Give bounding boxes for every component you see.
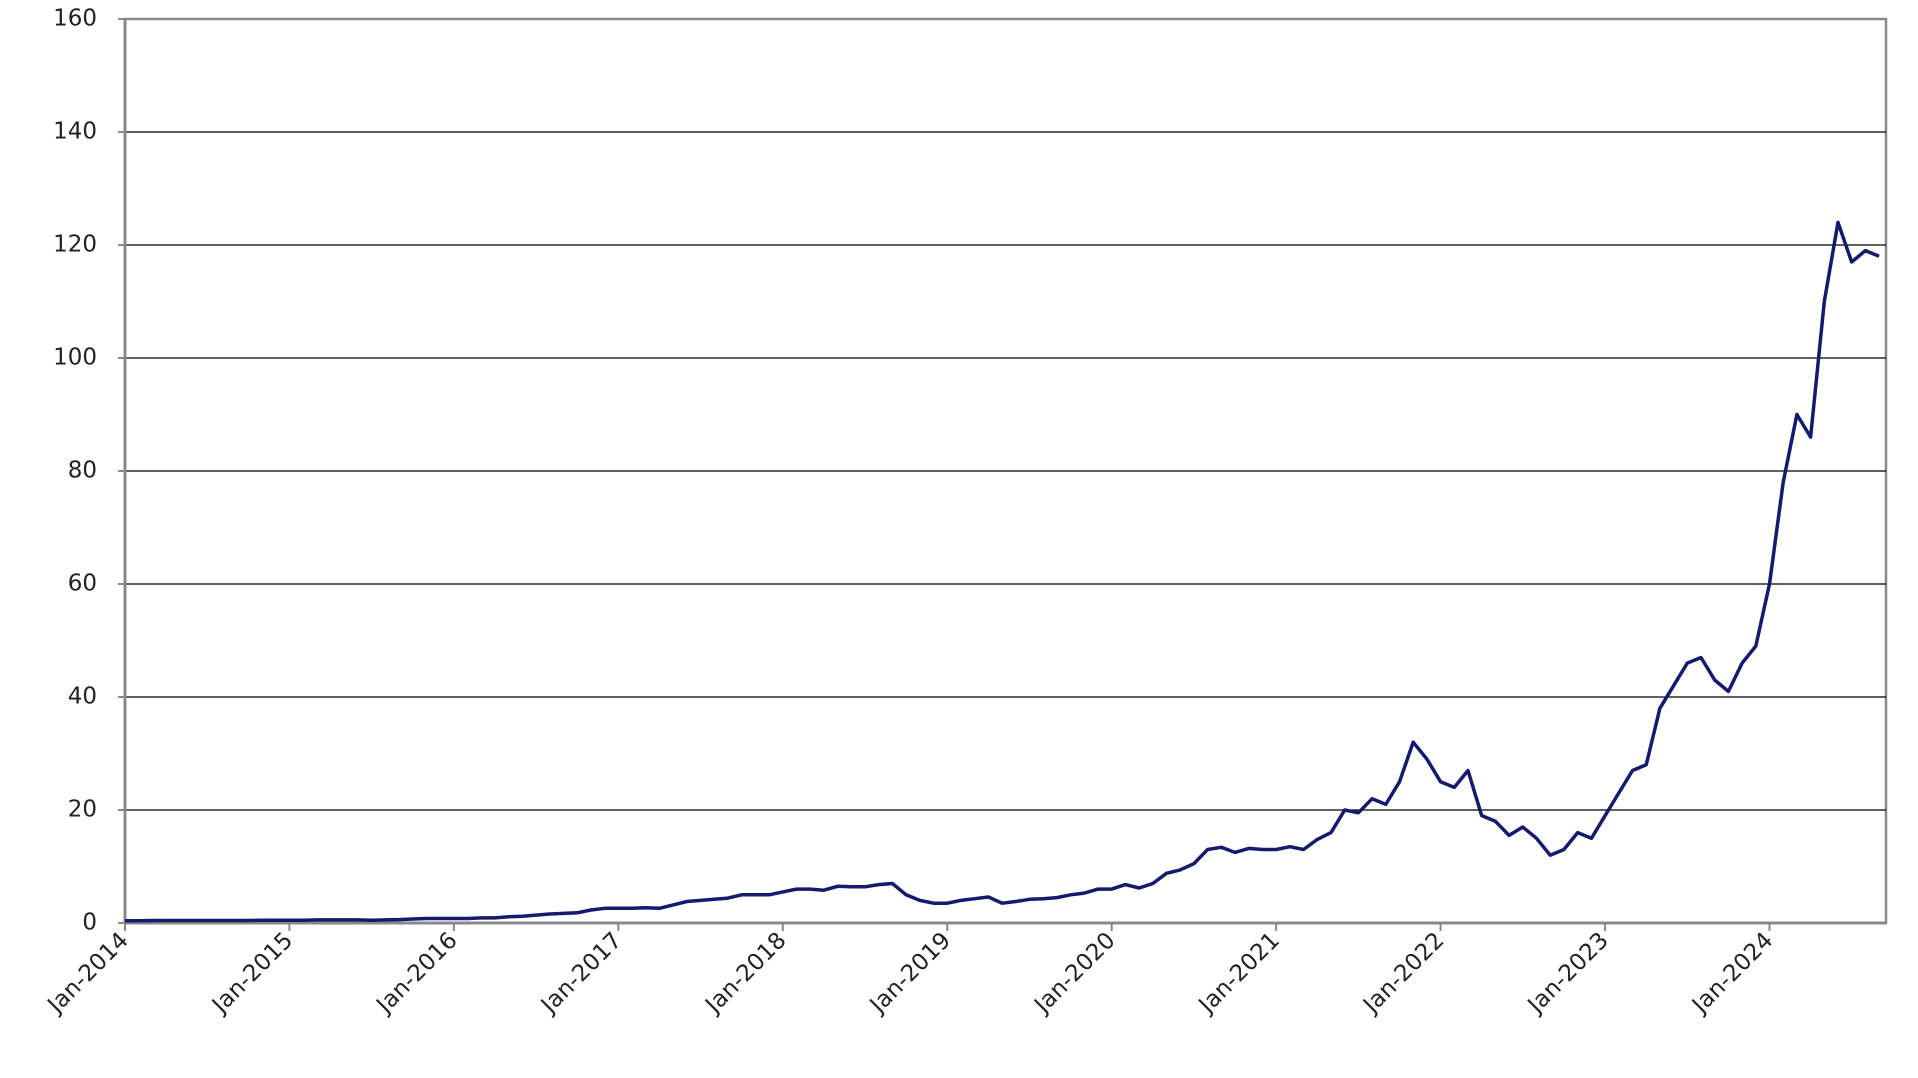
y-tick-label: 0 — [82, 910, 97, 936]
x-tick-label: Jan-2015 — [206, 927, 298, 1019]
x-tick-label: Jan-2018 — [700, 927, 792, 1019]
x-tick-label: Jan-2021 — [1193, 927, 1285, 1019]
y-tick-label: 40 — [68, 684, 97, 710]
y-tick-label: 60 — [68, 571, 97, 597]
x-tick-label: Jan-2024 — [1686, 927, 1778, 1019]
y-tick-label: 20 — [68, 797, 97, 823]
x-tick-label: Jan-2019 — [864, 927, 956, 1019]
x-tick-label: Jan-2023 — [1522, 927, 1614, 1019]
line-series — [125, 220, 1880, 923]
x-tick-label: Jan-2020 — [1028, 927, 1120, 1019]
y-tick-label: 80 — [68, 458, 97, 484]
y-tick-label: 160 — [53, 6, 97, 32]
y-tick-label: 140 — [53, 119, 97, 145]
x-tick-label: Jan-2022 — [1357, 927, 1449, 1019]
x-tick-label: Jan-2016 — [371, 927, 463, 1019]
y-tick-label: 100 — [53, 345, 97, 371]
x-tick-label: Jan-2014 — [42, 927, 134, 1019]
x-tick-label: Jan-2017 — [535, 927, 627, 1019]
y-tick-label: 120 — [53, 232, 97, 258]
